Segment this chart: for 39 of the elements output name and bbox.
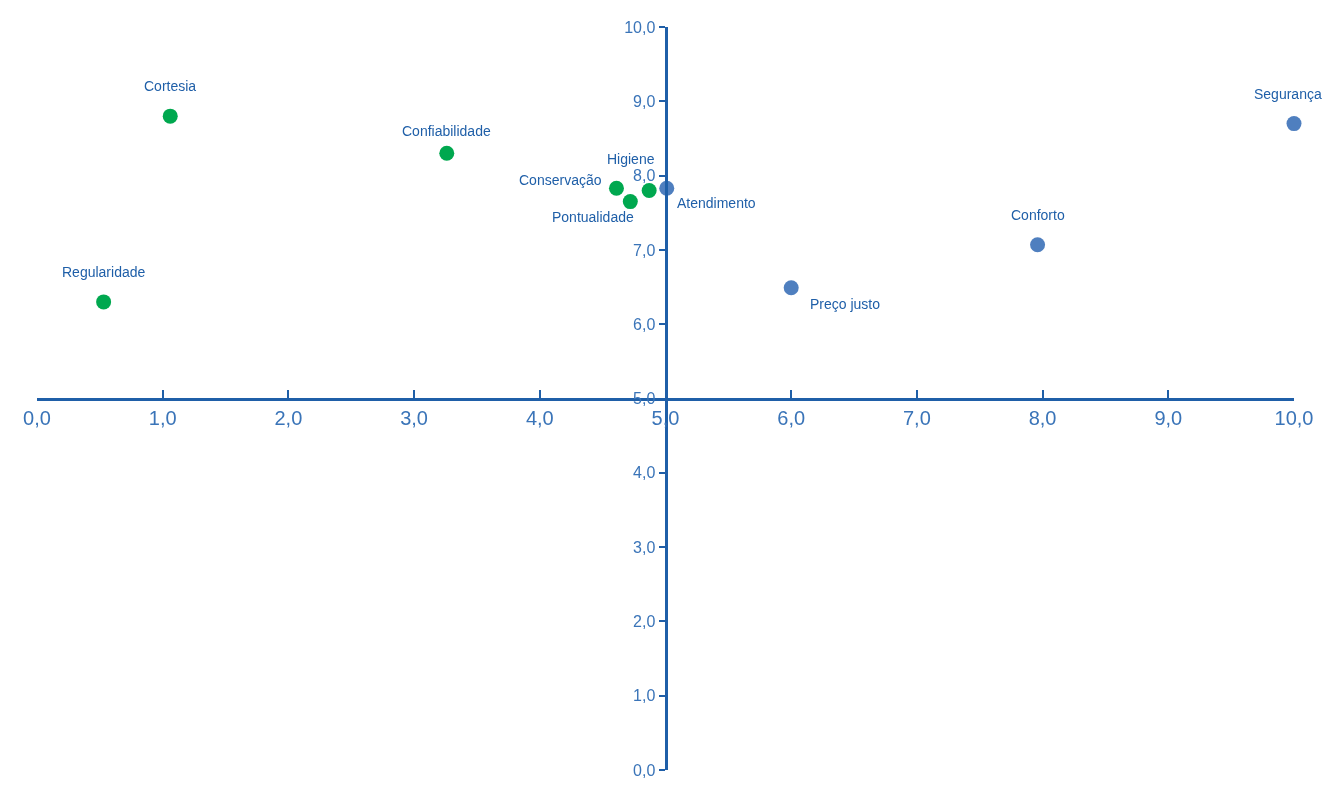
y-tick-label: 0,0 [633, 761, 656, 779]
point [622, 194, 638, 210]
x-tick-label: 0,0 [23, 406, 51, 429]
point [608, 180, 624, 196]
annotation: Atendimento [677, 195, 756, 211]
x-tick-label: 7,0 [902, 406, 931, 429]
x-tick-label: 3,0 [400, 406, 429, 429]
point [162, 108, 178, 124]
annotation: Pontualidade [552, 209, 634, 225]
y-tick-label: 8,0 [633, 167, 656, 185]
annotation: Higiene [607, 151, 655, 167]
y-tick-label: 3,0 [633, 538, 656, 556]
y-tick-label: 7,0 [633, 241, 656, 259]
x-tick-label: 10,0 [1274, 406, 1314, 429]
annotation: Cortesia [144, 78, 197, 94]
y-tick-label: 4,0 [633, 464, 656, 482]
annotation: Conforto [1011, 207, 1065, 223]
x-tick-label: 4,0 [525, 406, 554, 429]
annotation: Preço justo [810, 296, 881, 312]
y-tick-label: 2,0 [633, 613, 656, 630]
x-tick-label: 6,0 [777, 406, 806, 429]
point [783, 280, 799, 296]
point [1286, 116, 1302, 132]
x-tick-label: 8,0 [1028, 406, 1057, 429]
x-tick-label: 2,0 [274, 406, 303, 429]
y-tick-label: 10,0 [624, 18, 656, 36]
y-tick-label: 9,0 [633, 92, 656, 110]
point [1030, 237, 1046, 253]
x-tick-label: 9,0 [1154, 406, 1183, 429]
point [641, 182, 657, 198]
annotation: Regularidade [62, 264, 146, 280]
annotation: Conservação [519, 172, 602, 188]
annotation: Segurança [1254, 86, 1322, 102]
x-tick-label: 1,0 [148, 406, 177, 429]
annotation: Confiabilidade [402, 123, 491, 139]
point [96, 294, 112, 310]
point [439, 145, 455, 161]
y-tick-label: 6,0 [633, 315, 656, 333]
y-tick-label: 1,0 [633, 687, 656, 705]
